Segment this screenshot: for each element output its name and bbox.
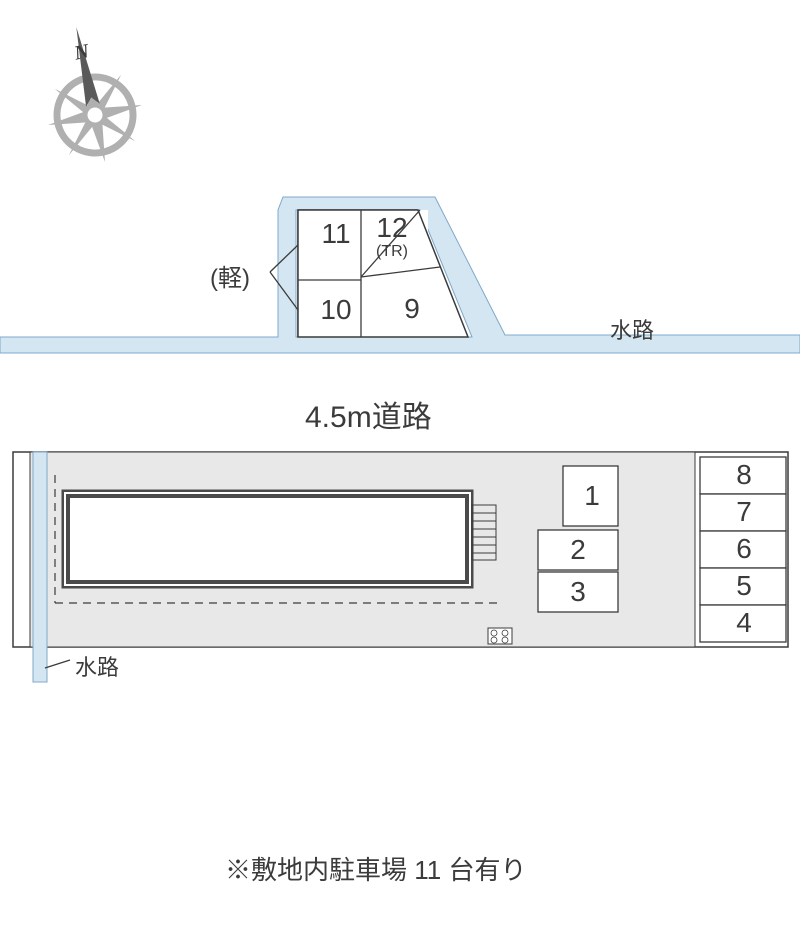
space-5: 5 [724, 570, 764, 602]
space-4: 4 [724, 607, 764, 639]
space-8: 8 [724, 459, 764, 491]
tr-label: (TR) [376, 243, 408, 261]
space-6: 6 [724, 533, 764, 565]
space-2: 2 [558, 534, 598, 566]
kei-label: (軽) [210, 258, 250, 293]
waterway-label-upper: 水路 [610, 313, 654, 345]
space-3: 3 [558, 576, 598, 608]
layout-svg [0, 0, 800, 940]
site-plan-diagram: N [0, 0, 800, 940]
space-7: 7 [724, 496, 764, 528]
space-11: 11 [316, 218, 356, 250]
road-label: 4.5m道路 [305, 392, 432, 436]
space-9: 9 [392, 293, 432, 325]
waterway-label-lower: 水路 [75, 650, 119, 682]
space-10: 10 [316, 294, 356, 326]
space-12: 12 [372, 212, 412, 244]
space-1: 1 [572, 480, 612, 512]
footer-note: ※敷地内駐車場 11 台有り [225, 850, 526, 887]
